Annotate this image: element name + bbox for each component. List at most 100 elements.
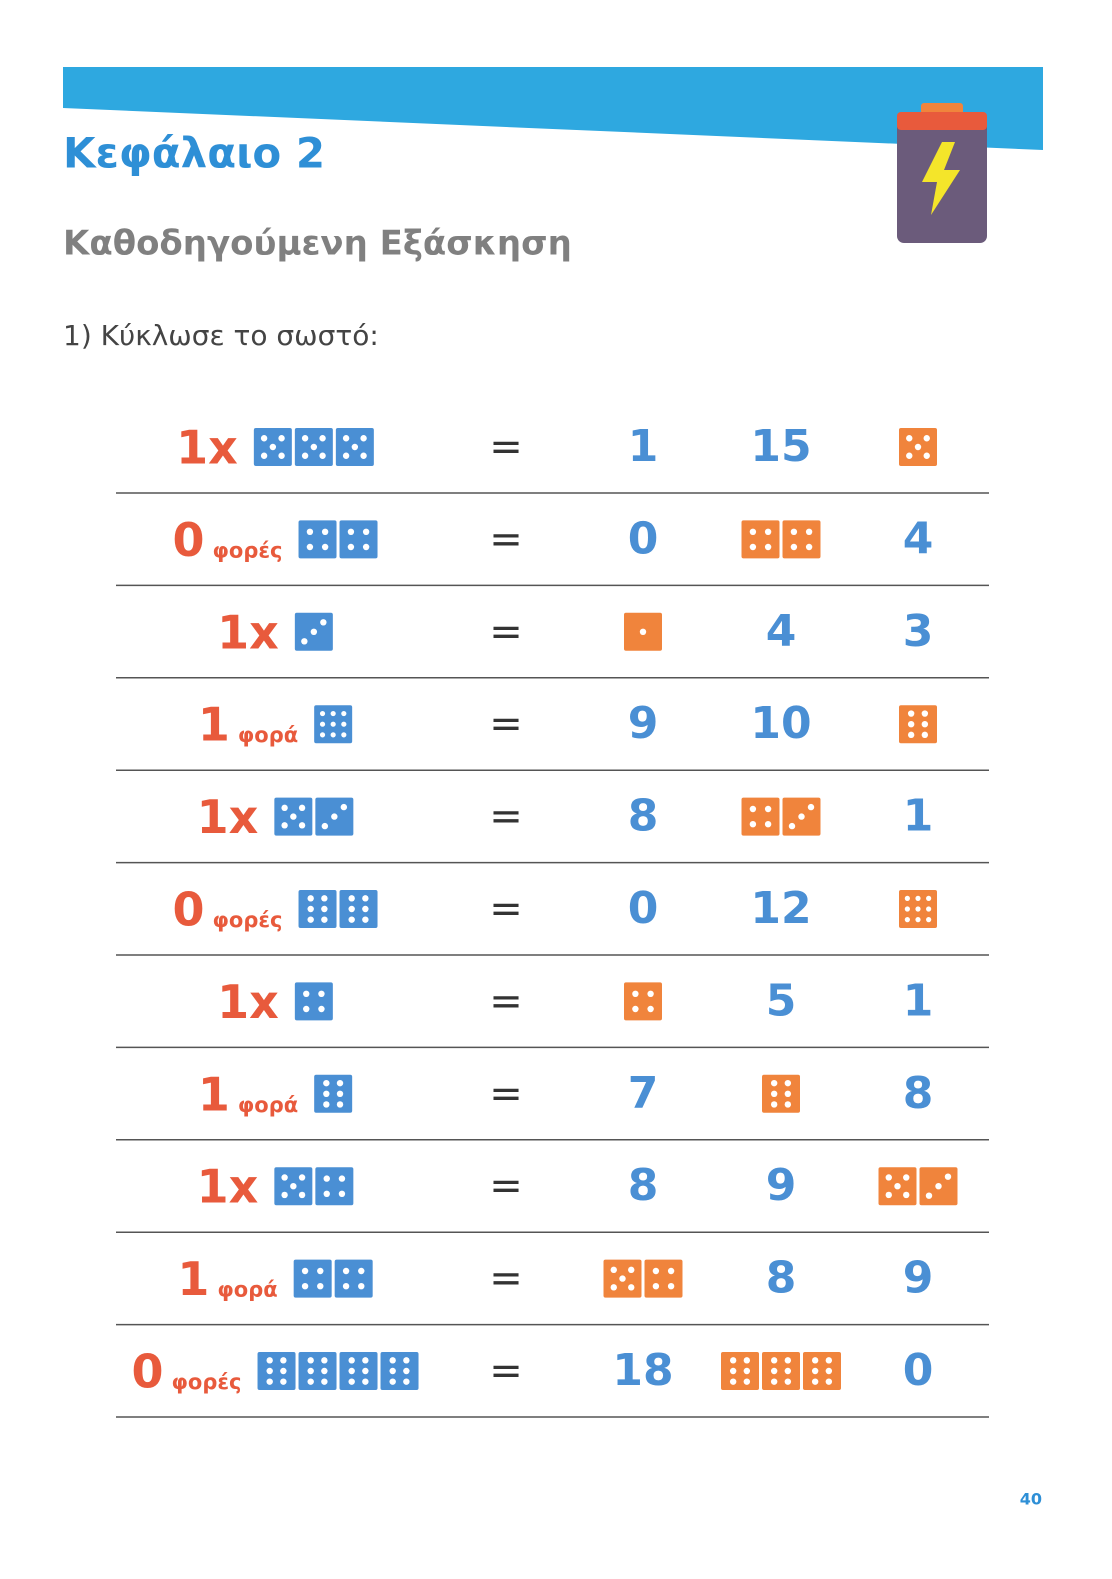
pip (743, 1367, 751, 1375)
pip (290, 813, 297, 820)
answer-option: 10 (750, 698, 811, 749)
pip (323, 1101, 330, 1108)
die (782, 797, 821, 836)
pip (307, 1367, 314, 1375)
die-face (298, 890, 337, 928)
pip (348, 1367, 355, 1375)
pip (260, 435, 268, 442)
pip (907, 731, 915, 739)
pip (330, 732, 336, 738)
pip (358, 1267, 365, 1275)
pip (628, 1284, 635, 1291)
pip (348, 1378, 355, 1385)
pip (784, 1079, 792, 1087)
die (624, 612, 662, 651)
die-face (298, 520, 337, 559)
pip (342, 452, 350, 459)
pip (784, 1101, 792, 1108)
multiplier: 1 (177, 1252, 209, 1306)
pip (323, 1079, 330, 1087)
pip (749, 543, 757, 551)
die (803, 1352, 841, 1390)
pip (749, 805, 757, 813)
pip (825, 1357, 833, 1364)
multiplier: 1x (217, 975, 279, 1029)
pip (904, 906, 910, 912)
equals-sign: = (489, 1348, 523, 1394)
pip (321, 895, 328, 902)
pip (303, 990, 310, 997)
pip (904, 917, 910, 923)
answer-option: 8 (903, 1068, 934, 1119)
die (899, 428, 937, 466)
answer-option: 4 (903, 513, 934, 564)
pip (336, 1090, 344, 1098)
pip (784, 1090, 792, 1098)
answer-option: 18 (612, 1345, 673, 1396)
pip (321, 916, 328, 923)
answer-option: 8 (766, 1253, 797, 1304)
pip (360, 435, 367, 442)
die (741, 797, 780, 836)
pip (729, 1367, 737, 1375)
pip (914, 443, 922, 451)
pip (319, 452, 326, 459)
multiplier: 1 (198, 1067, 230, 1121)
pip (389, 1378, 396, 1385)
pip (749, 528, 757, 535)
equals-sign: = (489, 1256, 523, 1302)
pip (749, 821, 757, 828)
answer-option: 3 (903, 606, 934, 657)
pip (301, 638, 308, 645)
pip (652, 1283, 660, 1290)
pip (348, 905, 355, 913)
die (339, 520, 378, 559)
pip (301, 435, 309, 442)
die (257, 1352, 296, 1390)
pip (330, 710, 336, 717)
pip (926, 917, 932, 923)
pip (319, 721, 326, 727)
times-word: φορές (171, 1370, 241, 1394)
pip (389, 1357, 396, 1364)
pip (260, 452, 268, 459)
pip (389, 1367, 396, 1375)
pip (811, 1378, 819, 1385)
multiplier: 1 (198, 698, 230, 752)
pip (348, 1357, 355, 1364)
die-face (762, 1352, 800, 1390)
pip (298, 804, 306, 812)
answer-option: 1 (628, 421, 659, 472)
pip (362, 528, 370, 535)
pip (770, 1367, 778, 1375)
multiplier: 0 (172, 883, 204, 937)
die (919, 1167, 958, 1206)
multiplier: 1x (197, 790, 259, 844)
die-face (782, 520, 821, 559)
pip (811, 1357, 819, 1364)
times-word: φορές (212, 908, 282, 932)
pip (306, 543, 314, 551)
die-face (741, 520, 780, 559)
pip (298, 1191, 306, 1199)
pip (280, 1378, 287, 1385)
die (253, 428, 292, 466)
pip (770, 1079, 778, 1087)
pip (915, 917, 921, 923)
die (293, 1259, 332, 1298)
battery-icon (897, 103, 987, 243)
pip (362, 543, 370, 551)
pip (321, 1357, 328, 1364)
equals-sign: = (489, 1163, 523, 1209)
times-word: φορά (238, 1093, 298, 1117)
pip (307, 895, 314, 902)
pip (784, 1357, 792, 1364)
die (899, 705, 937, 744)
pip (811, 1367, 819, 1375)
pip (266, 1367, 273, 1375)
die-face (257, 1352, 296, 1390)
pip (921, 731, 929, 739)
pip (280, 1367, 287, 1375)
pip (347, 543, 355, 551)
